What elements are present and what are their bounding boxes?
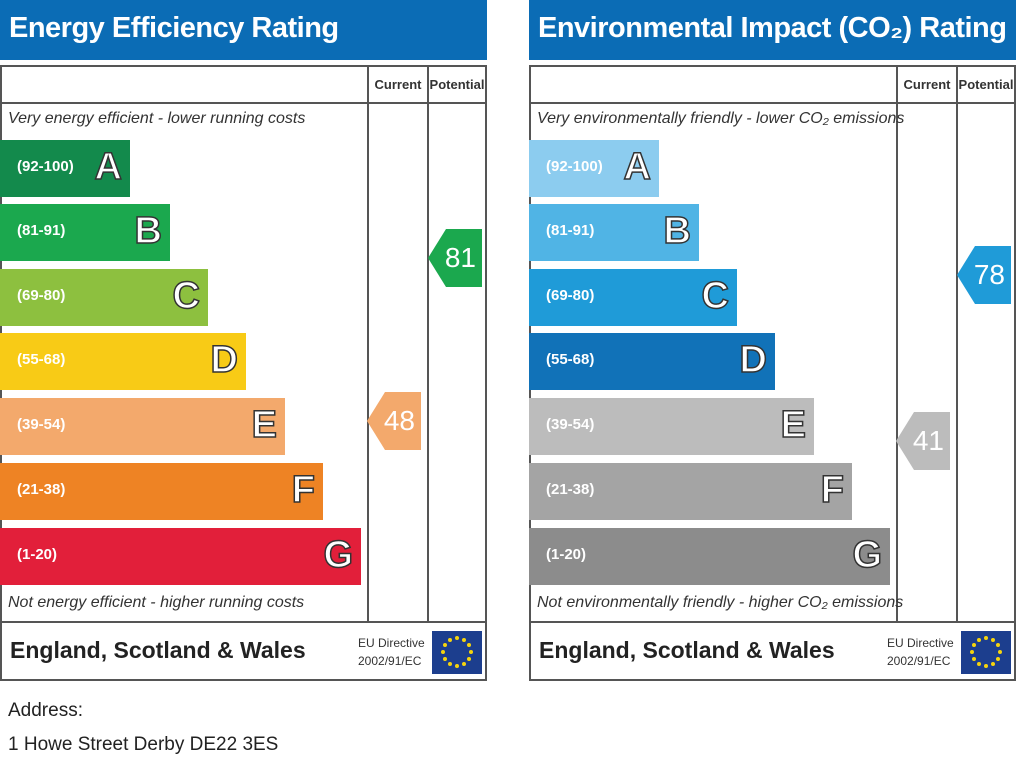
column-header-current: Current <box>903 77 951 92</box>
band-letter: B <box>663 209 692 253</box>
rating-band-a: (92-100) A <box>0 140 130 197</box>
band-range: (55-68) <box>546 351 595 368</box>
eu-directive-number: 2002/91/EC <box>887 654 951 668</box>
flag-star <box>442 657 447 661</box>
chart-title: Environmental Impact (CO₂) Rating <box>529 0 1016 60</box>
band-range: (39-54) <box>17 416 66 433</box>
flag-star <box>996 643 1001 647</box>
address-value: 1 Howe Street Derby DE22 3ES <box>8 734 279 755</box>
environmental-impact-panel: Environmental Impact (CO₂) Rating Current… <box>529 0 1016 682</box>
rating-band-c: (69-80) C <box>529 269 737 326</box>
footer-region-label: England, Scotland & Wales <box>10 637 306 663</box>
flag-star <box>469 650 473 654</box>
band-range: (92-100) <box>17 158 74 175</box>
eu-directive: EU Directive 2002/91/EC <box>887 634 954 670</box>
band-letter: F <box>820 468 845 512</box>
footer-divider <box>2 621 485 623</box>
band-range: (39-54) <box>546 416 595 433</box>
bottom-note: Not environmentally friendly - higher CO… <box>537 594 904 611</box>
eu-directive-number: 2002/91/EC <box>358 654 422 668</box>
column-divider <box>896 67 898 623</box>
rating-band-g: (1-20) G <box>529 528 890 585</box>
band-letter: G <box>852 533 883 577</box>
eu-flag-icon <box>432 631 482 674</box>
eu-flag-icon <box>961 631 1011 674</box>
band-letter: C <box>701 274 730 318</box>
flag-star <box>467 643 472 647</box>
flag-star <box>455 664 459 668</box>
flag-star <box>977 637 981 642</box>
band-range: (21-38) <box>17 481 66 498</box>
top-note: Very energy efficient - lower running co… <box>8 110 306 127</box>
rating-band-f: (21-38) F <box>529 463 852 520</box>
footer-region-label: England, Scotland & Wales <box>539 637 835 663</box>
band-range: (69-80) <box>17 287 66 304</box>
flag-star <box>996 657 1001 661</box>
band-range: (92-100) <box>546 158 603 175</box>
band-range: (81-91) <box>17 222 66 239</box>
flag-star <box>984 636 988 640</box>
flag-star <box>991 637 995 642</box>
energy-efficiency-panel: Energy Efficiency Rating Current Potential… <box>0 0 487 682</box>
rating-band-c: (69-80) C <box>0 269 208 326</box>
flag-star <box>448 662 452 667</box>
band-letter: F <box>291 468 316 512</box>
band-letter: A <box>623 145 652 189</box>
flag-star <box>971 657 976 661</box>
eu-directive-line: EU Directive <box>887 636 954 650</box>
band-letter: E <box>251 403 278 447</box>
flag-star <box>970 650 974 654</box>
eu-directive: EU Directive 2002/91/EC <box>358 634 425 670</box>
column-divider <box>956 67 958 623</box>
band-letter: D <box>210 338 239 382</box>
flag-star <box>991 662 995 667</box>
flag-star <box>448 637 452 642</box>
column-header-potential: Potential <box>429 77 485 92</box>
column-divider <box>427 67 429 623</box>
top-note: Very environmentally friendly - lower CO… <box>537 110 905 127</box>
rating-band-b: (81-91) B <box>529 204 699 261</box>
band-range: (55-68) <box>17 351 66 368</box>
rating-band-a: (92-100) A <box>529 140 659 197</box>
band-range: (1-20) <box>546 546 587 563</box>
chart-title: Energy Efficiency Rating <box>0 0 487 60</box>
flag-star <box>998 650 1002 654</box>
flag-star <box>984 664 988 668</box>
header-divider <box>2 102 485 104</box>
band-range: (81-91) <box>546 222 595 239</box>
flag-star <box>442 643 447 647</box>
band-letter: E <box>780 403 807 447</box>
flag-star <box>467 657 472 661</box>
rating-band-e: (39-54) E <box>0 398 285 455</box>
band-range: (69-80) <box>546 287 595 304</box>
rating-band-d: (55-68) D <box>0 333 246 390</box>
flag-star <box>441 650 445 654</box>
flag-star <box>462 662 466 667</box>
band-letter: C <box>172 274 201 318</box>
rating-band-b: (81-91) B <box>0 204 170 261</box>
flag-star <box>455 636 459 640</box>
flag-star <box>977 662 981 667</box>
band-range: (21-38) <box>546 481 595 498</box>
flag-star <box>971 643 976 647</box>
address-label: Address: <box>8 700 83 721</box>
band-letter: A <box>94 145 123 189</box>
rating-band-g: (1-20) G <box>0 528 361 585</box>
header-divider <box>531 102 1014 104</box>
rating-band-e: (39-54) E <box>529 398 814 455</box>
column-header-potential: Potential <box>958 77 1014 92</box>
flag-star <box>462 637 466 642</box>
column-divider <box>367 67 369 623</box>
footer-divider <box>531 621 1014 623</box>
rating-band-f: (21-38) F <box>0 463 323 520</box>
bottom-note: Not energy efficient - higher running co… <box>8 594 305 611</box>
band-letter: D <box>739 338 768 382</box>
rating-band-d: (55-68) D <box>529 333 775 390</box>
band-range: (1-20) <box>17 546 58 563</box>
band-letter: B <box>134 209 163 253</box>
eu-directive-line: EU Directive <box>358 636 425 650</box>
band-letter: G <box>323 533 354 577</box>
column-header-current: Current <box>374 77 422 92</box>
